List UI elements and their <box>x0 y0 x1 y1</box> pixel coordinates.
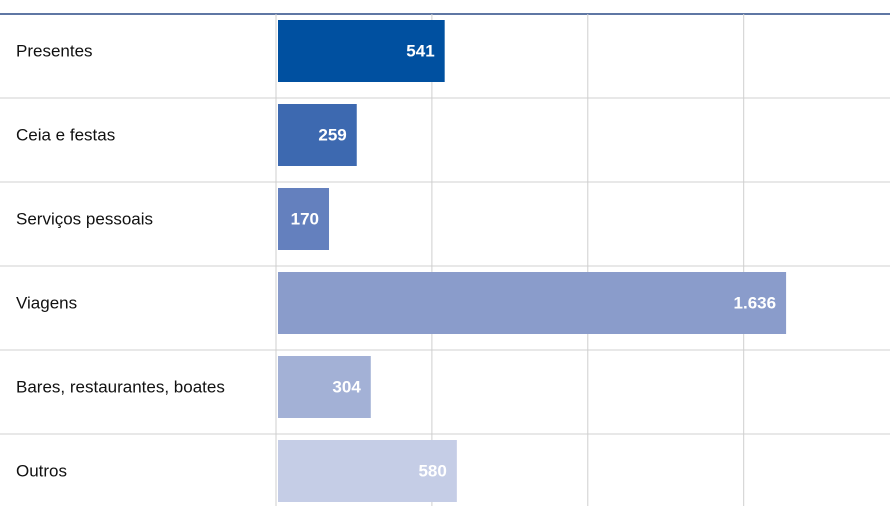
category-label: Bares, restaurantes, boates <box>16 377 225 396</box>
bar <box>278 104 357 166</box>
bar <box>278 440 457 502</box>
category-label: Viagens <box>16 293 77 312</box>
category-label: Ceia e festas <box>16 125 115 144</box>
bar <box>278 272 787 334</box>
bar <box>278 356 371 418</box>
value-label: 580 <box>418 461 446 480</box>
bar <box>278 188 330 250</box>
category-label: Serviços pessoais <box>16 209 153 228</box>
value-label: 1.636 <box>734 293 777 312</box>
value-label: 170 <box>291 209 319 228</box>
value-label: 259 <box>318 125 346 144</box>
category-label: Presentes <box>16 41 93 60</box>
category-label: Outros <box>16 461 67 480</box>
value-label: 304 <box>332 377 361 396</box>
value-label: 541 <box>406 41 434 60</box>
bar <box>278 20 445 82</box>
